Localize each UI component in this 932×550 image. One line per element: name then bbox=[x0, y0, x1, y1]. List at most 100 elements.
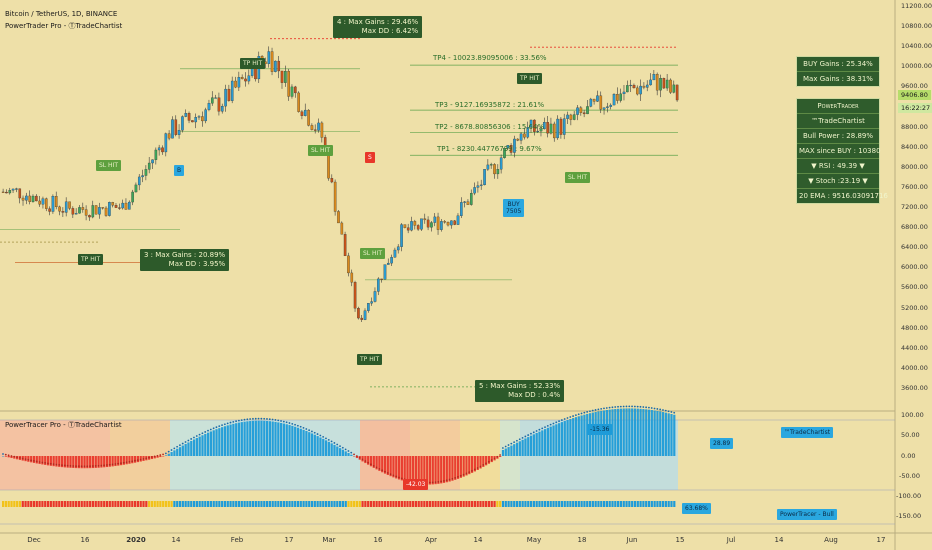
osc-dot bbox=[594, 409, 597, 411]
osc-dot bbox=[305, 428, 308, 430]
osc-bar bbox=[617, 408, 620, 456]
candle-body bbox=[410, 221, 413, 231]
osc-bar bbox=[122, 456, 125, 465]
candle-body bbox=[357, 308, 360, 319]
strip-bar bbox=[114, 501, 117, 507]
strip-bar bbox=[251, 501, 255, 507]
osc-dot bbox=[117, 462, 120, 465]
osc-bar bbox=[417, 456, 420, 485]
candle-body bbox=[672, 84, 676, 93]
osc-dot bbox=[583, 411, 586, 414]
strip-bar bbox=[41, 501, 44, 507]
candle-body bbox=[612, 94, 616, 106]
strip-bar bbox=[229, 501, 232, 507]
osc-dot bbox=[375, 466, 378, 469]
osc-dot bbox=[162, 453, 164, 456]
candle-body bbox=[274, 60, 277, 72]
osc-bar bbox=[324, 440, 328, 456]
osc-bar bbox=[173, 450, 176, 456]
osc-dot bbox=[136, 459, 139, 462]
candle-body bbox=[649, 79, 652, 86]
candle-body bbox=[41, 198, 45, 205]
candle-body bbox=[659, 78, 662, 91]
strip-bar bbox=[611, 501, 614, 507]
osc-bar bbox=[201, 435, 204, 456]
strip-bar bbox=[586, 501, 589, 507]
osc-dot bbox=[465, 472, 468, 475]
osc-bar bbox=[159, 456, 162, 458]
osc-bar bbox=[207, 432, 210, 456]
osc-value-label: 28.89 bbox=[710, 438, 734, 449]
strip-bar bbox=[195, 501, 198, 507]
osc-dot bbox=[544, 426, 546, 429]
osc-bar bbox=[204, 433, 207, 456]
osc-bar bbox=[403, 456, 406, 482]
osc-dot bbox=[434, 481, 437, 484]
osc-dot bbox=[398, 476, 400, 479]
osc-dot bbox=[75, 465, 77, 467]
last-price-tag: 9406.80 bbox=[898, 90, 931, 100]
strip-bar bbox=[145, 501, 148, 507]
osc-dot bbox=[552, 422, 555, 425]
candle-body bbox=[284, 70, 287, 83]
osc-bar bbox=[538, 431, 541, 456]
strip-bar bbox=[117, 501, 120, 507]
candle-body bbox=[131, 191, 134, 203]
candle-body bbox=[506, 145, 510, 149]
osc-bar bbox=[560, 422, 564, 456]
strip-bar bbox=[369, 501, 373, 507]
osc-dot bbox=[431, 481, 434, 484]
strip-bar bbox=[341, 501, 345, 507]
osc-dot bbox=[30, 459, 32, 462]
strip-bar bbox=[111, 501, 114, 507]
strip-bar bbox=[515, 501, 519, 507]
candle-body bbox=[303, 109, 307, 116]
strip-bar bbox=[591, 501, 594, 507]
osc-dot bbox=[142, 458, 145, 460]
candle-body bbox=[294, 86, 297, 94]
osc-dot bbox=[176, 445, 179, 448]
strip-bar bbox=[670, 501, 673, 507]
osc-dot bbox=[611, 406, 614, 409]
candle-body bbox=[287, 70, 290, 97]
osc-dot bbox=[288, 422, 291, 424]
strip-bar bbox=[353, 501, 356, 507]
osc-dot bbox=[97, 464, 100, 467]
candle-body bbox=[526, 127, 530, 138]
candle-body bbox=[420, 218, 423, 230]
candle-body bbox=[310, 125, 314, 130]
strip-bar bbox=[431, 501, 434, 507]
osc-dot bbox=[510, 442, 513, 445]
strip-bar bbox=[664, 501, 667, 507]
strip-bar bbox=[13, 501, 16, 507]
candle-body bbox=[476, 185, 480, 188]
strip-bar bbox=[178, 501, 182, 507]
osc-bar bbox=[308, 432, 311, 456]
osc-bar bbox=[41, 456, 44, 465]
osc-dot bbox=[549, 423, 552, 426]
osc-bar bbox=[406, 456, 409, 482]
candle-body bbox=[632, 84, 636, 89]
strip-bar bbox=[316, 501, 319, 507]
osc-bar bbox=[631, 408, 634, 456]
strip-bar bbox=[358, 501, 361, 507]
osc-bar bbox=[162, 456, 165, 457]
strip-bar bbox=[139, 501, 142, 507]
osc-bar bbox=[465, 456, 468, 476]
osc-bar bbox=[572, 418, 575, 456]
candle-body bbox=[137, 176, 141, 186]
strip-bar bbox=[473, 501, 476, 507]
candle-body bbox=[367, 303, 370, 311]
tp-hit-badge: TP HIT bbox=[78, 254, 104, 265]
osc-dot bbox=[229, 421, 232, 424]
strip-bar bbox=[367, 501, 370, 507]
osc-dot bbox=[52, 463, 55, 466]
indicator-title-top: PowerTrader Pro - ⓉTradeChartist bbox=[5, 22, 123, 30]
tp1-label: TP1 - 8230.44776739 : 9.67% bbox=[437, 145, 542, 153]
osc-dot bbox=[41, 461, 44, 464]
strip-bar bbox=[653, 501, 656, 507]
price-tick: 10000.00 bbox=[901, 62, 932, 71]
osc-dot bbox=[563, 418, 566, 420]
strip-bar bbox=[2, 501, 5, 507]
